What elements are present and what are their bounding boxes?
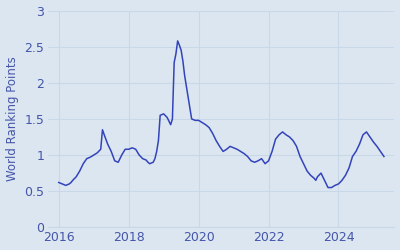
Y-axis label: World Ranking Points: World Ranking Points bbox=[6, 56, 18, 181]
